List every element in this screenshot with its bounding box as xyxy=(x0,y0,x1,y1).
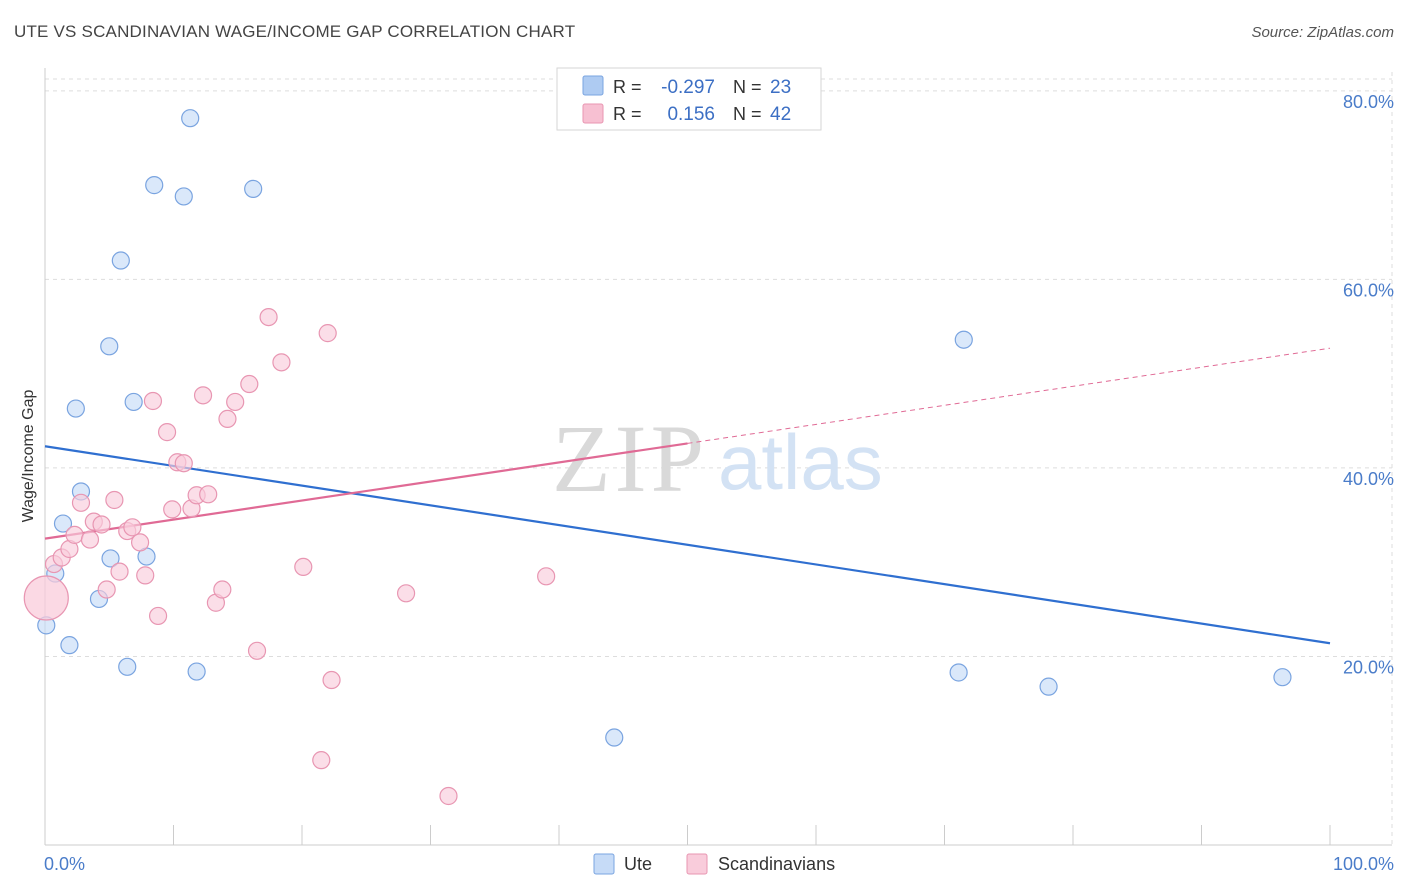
legend-item-ute[interactable]: Ute xyxy=(593,853,652,875)
point-scandinavians-36 xyxy=(318,324,337,343)
watermark-atlas: atlas xyxy=(718,418,883,506)
point-scandinavians-40 xyxy=(537,567,556,586)
point-scandinavians-24 xyxy=(193,386,213,405)
legend-swatch-ute xyxy=(593,853,615,875)
y-tick-label-60: 60.0% xyxy=(1343,280,1394,300)
point-ute-19 xyxy=(949,663,968,682)
point-ute-4 xyxy=(66,399,85,418)
watermark: ZIP atlas xyxy=(552,405,883,512)
point-scandinavians-19 xyxy=(163,500,182,519)
point-scandinavians-14 xyxy=(130,533,150,552)
legend-label-ute: Ute xyxy=(624,854,652,874)
point-scandinavians-6 xyxy=(80,530,100,549)
point-ute-20 xyxy=(954,330,973,349)
legend-label-scandinavians: Scandinavians xyxy=(718,854,835,874)
point-ute-14 xyxy=(174,187,193,206)
y-tick-labels: 20.0% 40.0% 60.0% 80.0% xyxy=(1343,92,1394,678)
point-scandinavians-29 xyxy=(226,392,245,412)
trend-line-0 xyxy=(44,445,1331,645)
point-scandinavians-18 xyxy=(157,423,177,442)
point-scandinavians-5 xyxy=(71,493,91,512)
point-scandinavians-30 xyxy=(240,374,259,394)
point-ute-18 xyxy=(605,728,624,747)
point-ute-15 xyxy=(181,109,200,128)
point-scandinavians-9 xyxy=(97,580,116,599)
point-scandinavians-35 xyxy=(312,751,331,770)
point-scandinavians-21 xyxy=(174,454,193,473)
watermark-zip: ZIP xyxy=(552,405,708,512)
source-credit: Source: ZipAtlas.com xyxy=(1251,24,1394,41)
point-ute-2 xyxy=(53,514,73,533)
point-scandinavians-31 xyxy=(247,641,267,660)
x-tick-label-min: 0.0% xyxy=(44,854,85,874)
y-tick-label-40: 40.0% xyxy=(1343,469,1394,489)
point-ute-9 xyxy=(111,251,130,270)
legend-swatch-scandinavians xyxy=(686,853,708,875)
stats-n-label-ute: N = xyxy=(733,77,762,97)
stats-r-label-scandinavians: R = xyxy=(613,104,642,124)
gridlines xyxy=(45,72,1393,845)
point-scandinavians-13 xyxy=(123,518,142,537)
stats-swatch-ute xyxy=(582,75,604,96)
point-scandinavians-15 xyxy=(136,566,155,585)
y-tick-label-20: 20.0% xyxy=(1343,657,1394,677)
trend-line-dashed-1 xyxy=(687,347,1331,444)
point-ute-17 xyxy=(244,179,263,198)
stats-box: R = -0.297 N = 23 R = 0.156 N = 42 xyxy=(556,67,822,131)
point-ute-7 xyxy=(101,549,120,568)
point-scandinavians-8 xyxy=(92,515,111,534)
y-axis-label: Wage/Income Gap xyxy=(20,390,37,523)
point-scandinavians-16 xyxy=(143,391,163,411)
axes xyxy=(44,68,1392,846)
y-tick-label-80: 80.0% xyxy=(1343,92,1394,112)
point-scandinavians-4 xyxy=(65,525,84,544)
point-scandinavians-32 xyxy=(259,307,278,327)
point-scandinavians-11 xyxy=(110,562,129,581)
stats-n-value-scandinavians: 42 xyxy=(770,104,791,125)
legend: Ute Scandinavians xyxy=(593,853,835,875)
point-scandinavians-25 xyxy=(199,485,218,504)
trend-line-1 xyxy=(44,442,688,540)
point-scandinavians-37 xyxy=(322,670,341,690)
stats-n-value-ute: 23 xyxy=(770,77,791,98)
stats-r-value-ute: -0.297 xyxy=(661,77,715,98)
point-ute-11 xyxy=(124,392,143,412)
point-ute-16 xyxy=(187,662,206,681)
point-scandinavians-33 xyxy=(272,353,291,372)
x-tick-labels: 0.0% 100.0% xyxy=(44,854,1394,874)
trend-lines xyxy=(44,347,1331,645)
point-ute-3 xyxy=(60,636,79,655)
stats-n-label-scandinavians: N = xyxy=(733,104,762,124)
point-ute-21 xyxy=(1039,677,1058,696)
point-ute-13 xyxy=(145,176,164,195)
point-scandinavians-17 xyxy=(148,606,168,626)
legend-item-scandinavians[interactable]: Scandinavians xyxy=(686,853,835,875)
chart-title: UTE VS SCANDINAVIAN WAGE/INCOME GAP CORR… xyxy=(14,22,576,41)
stats-r-label-ute: R = xyxy=(613,77,642,97)
stats-r-value-scandinavians: 0.156 xyxy=(667,104,715,125)
point-scandinavians-28 xyxy=(218,409,237,429)
point-scandinavians-0 xyxy=(23,575,69,621)
point-scandinavians-38 xyxy=(396,584,416,603)
x-tick-label-max: 100.0% xyxy=(1333,854,1394,874)
point-scandinavians-39 xyxy=(439,786,458,806)
point-ute-8 xyxy=(100,337,119,356)
stats-swatch-scandinavians xyxy=(582,103,604,124)
point-ute-22 xyxy=(1273,668,1292,687)
point-scandinavians-34 xyxy=(294,557,313,577)
point-scandinavians-27 xyxy=(213,580,232,599)
point-ute-10 xyxy=(118,657,137,676)
point-scandinavians-10 xyxy=(105,490,124,510)
